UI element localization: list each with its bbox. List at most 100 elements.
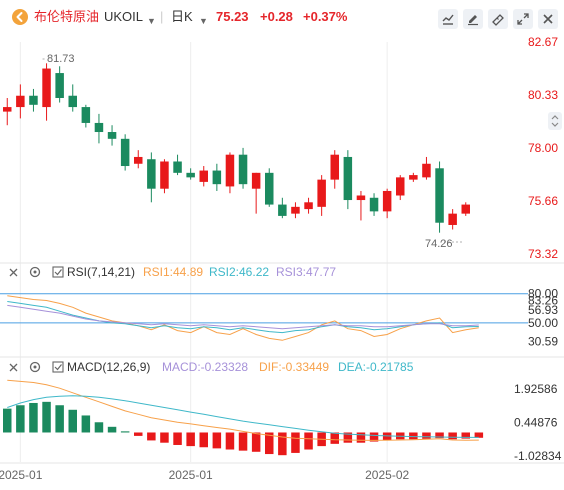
candle-body xyxy=(173,161,182,173)
candle-body xyxy=(199,170,208,182)
instrument-name: 布伦特原油 xyxy=(34,9,100,24)
candle-body xyxy=(42,68,51,108)
macd-bar xyxy=(81,415,91,433)
rsi2-value: RSI2:46.22 xyxy=(209,265,269,279)
price-change: +0.28 xyxy=(260,9,293,24)
x-axis: 2025-01 2025-01 2025-02 xyxy=(0,468,409,482)
rsi-series-line-2 xyxy=(7,301,479,334)
rsi-close-icon[interactable] xyxy=(9,268,18,277)
macd-bar xyxy=(461,432,470,439)
candle-body xyxy=(147,159,156,189)
candle-body xyxy=(68,95,77,108)
macd-bar xyxy=(251,432,261,452)
macd-bar xyxy=(238,432,248,451)
candle-body xyxy=(396,177,405,196)
macd-bar xyxy=(120,431,130,433)
macd-bar xyxy=(225,432,235,450)
macd-bar xyxy=(199,432,208,448)
macd-title: MACD(12,26,9) xyxy=(67,360,150,374)
macd-lines xyxy=(7,379,479,441)
price-axis: 82.67 80.33 78.00 75.66 73.32 xyxy=(528,35,558,261)
macd-bar xyxy=(212,432,222,449)
candle-body xyxy=(278,204,287,216)
macd-bar xyxy=(474,432,484,438)
rsi-series-line-1 xyxy=(7,295,479,341)
candle-body xyxy=(186,172,195,178)
candle-body xyxy=(29,95,38,105)
candle-body xyxy=(409,175,418,180)
candle-body xyxy=(461,204,470,214)
candle-body xyxy=(304,202,313,210)
back-icon[interactable] xyxy=(12,9,28,25)
symbol-selector[interactable]: UKOIL xyxy=(104,9,144,24)
candle-body xyxy=(369,197,379,212)
rsi-tick-label: 80.00 xyxy=(528,287,558,301)
period-dropdown-icon[interactable]: ▼ xyxy=(199,16,208,26)
macd-bar xyxy=(16,405,25,433)
price-tick-label: 73.32 xyxy=(528,247,558,261)
macd-bar xyxy=(55,405,64,433)
candle-body xyxy=(251,172,261,189)
rsi3-value: RSI3:47.77 xyxy=(276,265,336,279)
symbol-dropdown-icon[interactable]: ▼ xyxy=(147,16,156,26)
candle-body xyxy=(343,156,353,201)
price-tick-label: 80.33 xyxy=(528,88,558,102)
macd-bar xyxy=(42,401,51,433)
rsi-checkbox[interactable] xyxy=(52,266,64,278)
candle-body xyxy=(3,107,12,112)
candle-body xyxy=(448,213,457,225)
high-annotation: 81.73 xyxy=(47,53,75,65)
candle-body xyxy=(160,161,169,189)
candle-body xyxy=(120,138,130,167)
candle-body xyxy=(94,122,104,133)
candle-body xyxy=(212,170,222,185)
candle-body xyxy=(317,179,326,207)
macd-settings-icon[interactable] xyxy=(29,361,41,373)
macd-value: MACD:-0.23328 xyxy=(162,360,248,374)
candle-body xyxy=(55,73,64,99)
dif-value: DIF:-0.33449 xyxy=(259,360,329,374)
expand-axis-icon[interactable] xyxy=(548,112,562,130)
price-tick-label: 75.66 xyxy=(528,194,558,208)
macd-close-icon[interactable] xyxy=(9,363,18,372)
macd-tick-label: 0.44876 xyxy=(514,415,558,429)
header-divider: | xyxy=(160,9,164,24)
candle-body xyxy=(134,156,143,164)
candle-body xyxy=(330,154,339,180)
macd-bar xyxy=(160,432,169,443)
macd-bars xyxy=(3,401,484,456)
macd-bar xyxy=(435,432,444,439)
macd-bar xyxy=(343,432,353,443)
price-change-percent: +0.37% xyxy=(303,9,348,24)
drawing-tool-icon[interactable] xyxy=(438,9,458,29)
candle-body xyxy=(291,206,300,214)
rsi-reference-lines xyxy=(0,293,528,324)
x-tick-label: 2025-02 xyxy=(365,468,409,482)
macd-bar xyxy=(3,408,12,433)
macd-bar xyxy=(291,432,300,453)
close-icon[interactable] xyxy=(538,9,558,29)
rsi-tick-label: 56.93 xyxy=(528,303,558,317)
macd-bar xyxy=(409,432,418,440)
rsi-settings-icon[interactable] xyxy=(29,266,41,278)
rsi-title: RSI(7,14,21) xyxy=(67,265,135,279)
macd-bar xyxy=(448,432,457,440)
macd-bar xyxy=(422,432,431,439)
candle-body xyxy=(238,154,248,185)
macd-bar xyxy=(369,432,379,442)
fullscreen-icon[interactable] xyxy=(513,9,533,29)
macd-bar xyxy=(173,432,182,445)
period-selector[interactable]: 日K xyxy=(171,9,193,24)
price-tick-label: 78.00 xyxy=(528,141,558,155)
dea-value: DEA:-0.21785 xyxy=(338,360,414,374)
macd-checkbox[interactable] xyxy=(52,361,64,373)
pencil-icon[interactable] xyxy=(463,9,483,29)
macd-bar xyxy=(94,422,104,433)
ruler-icon[interactable] xyxy=(488,9,508,29)
candle-body xyxy=(265,172,274,205)
x-tick-label: 2025-01 xyxy=(0,468,43,482)
candle-body xyxy=(435,168,444,223)
macd-bar xyxy=(107,426,117,433)
